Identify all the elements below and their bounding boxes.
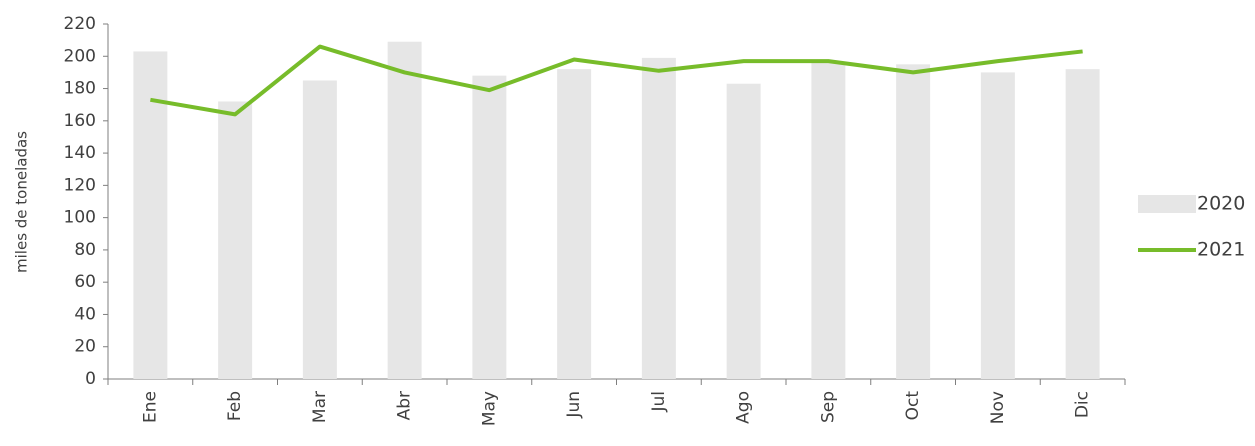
y-tick-label: 0 xyxy=(85,369,96,389)
legend-label: 2021 xyxy=(1197,239,1245,261)
bar xyxy=(133,51,168,379)
legend-label: 2020 xyxy=(1197,193,1245,215)
y-tick-label: 80 xyxy=(74,240,96,260)
x-tick-label: Nov xyxy=(988,391,1008,424)
bar xyxy=(472,75,507,380)
bar xyxy=(1065,69,1100,379)
x-tick-label: Ago xyxy=(734,391,754,424)
x-tick-label: May xyxy=(479,391,499,426)
bar xyxy=(980,72,1015,379)
y-tick-label: 20 xyxy=(74,337,96,357)
y-tick-label: 180 xyxy=(64,79,96,99)
x-tick-label: Ene xyxy=(140,391,160,423)
x-tick-label: Oct xyxy=(903,391,923,421)
y-tick-label: 60 xyxy=(74,272,96,292)
bar xyxy=(896,64,931,379)
x-tick-label: Feb xyxy=(225,391,245,421)
bar xyxy=(302,80,337,380)
bar xyxy=(811,62,846,380)
x-tick-label: Dic xyxy=(1073,391,1093,418)
y-tick-label: 200 xyxy=(64,46,96,66)
x-tick-label: Sep xyxy=(818,391,838,423)
x-tick-label: Abr xyxy=(395,391,415,420)
y-tick-label: 120 xyxy=(64,175,96,195)
x-tick-label: Jun xyxy=(564,391,584,419)
y-tick-label: 100 xyxy=(64,208,96,228)
y-tick-label: 160 xyxy=(64,111,96,131)
legend-swatch xyxy=(1138,195,1196,213)
bar xyxy=(641,57,676,380)
bar xyxy=(557,69,592,379)
bar xyxy=(387,41,422,379)
y-tick-label: 220 xyxy=(64,14,96,34)
y-axis-label: miles de toneladas xyxy=(13,131,31,273)
line xyxy=(150,44,1083,117)
x-tick-label: Mar xyxy=(310,391,330,423)
bar xyxy=(726,83,761,380)
bar xyxy=(218,101,253,380)
x-tick-label: Jul xyxy=(649,391,669,413)
y-tick-label: 40 xyxy=(74,304,96,324)
y-tick-label: 140 xyxy=(64,143,96,163)
